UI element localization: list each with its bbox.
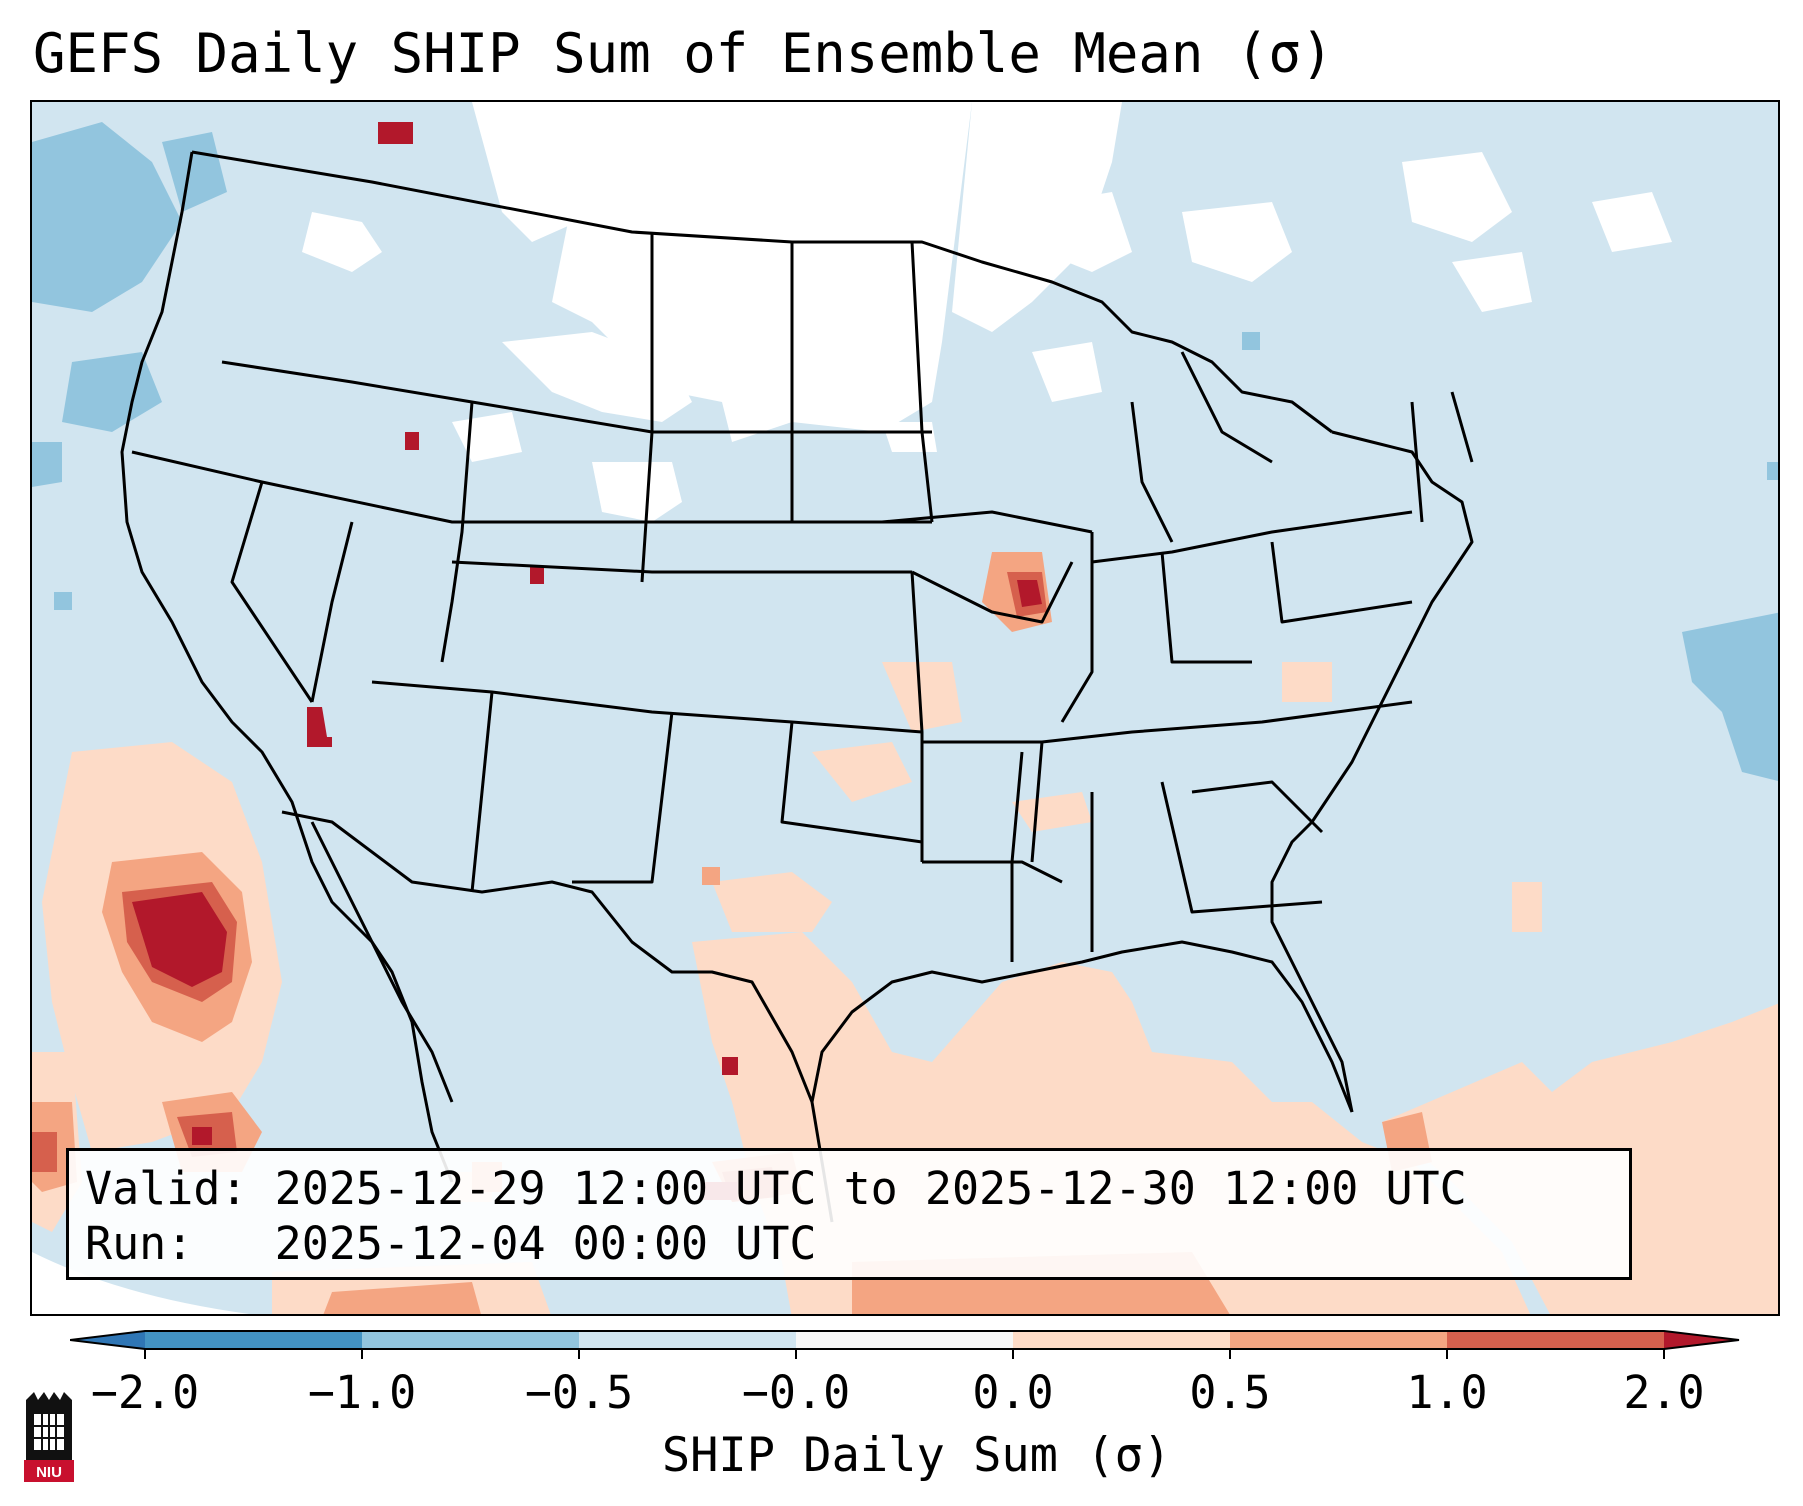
colorbar-bin [579, 1331, 796, 1349]
colorbar-bin [1013, 1331, 1230, 1349]
boundary-lines [120, 150, 1474, 1223]
colorbar-bin [70, 1331, 145, 1349]
colorbar-bin [1447, 1331, 1664, 1349]
colorbar-tick-label: −1.0 [307, 1366, 417, 1419]
colorbar-bin [796, 1331, 1013, 1349]
colorbar-tick-label: 0.0 [972, 1366, 1054, 1419]
niu-logo-text: NIU [36, 1464, 62, 1481]
run-label: Run: [85, 1217, 194, 1270]
map-frame [30, 100, 1780, 1316]
colorbar-bin [362, 1331, 579, 1349]
colorbar [70, 1330, 1740, 1359]
moderate-negative-region [32, 122, 1778, 1314]
colorbar-tick-label: −2.0 [90, 1366, 200, 1419]
near-zero-region [302, 102, 1672, 522]
colorbar-tick-label: 1.0 [1406, 1366, 1488, 1419]
map-title: GEFS Daily SHIP Sum of Ensemble Mean (σ) [33, 22, 1334, 85]
projection-edge-left [32, 1252, 250, 1314]
colorbar-tick-label: −0.0 [741, 1366, 851, 1419]
map-canvas [32, 102, 1778, 1314]
niu-logo: NIU [24, 1392, 74, 1482]
valid-value: 2025-12-29 12:00 UTC to 2025-12-30 12:00… [274, 1162, 1467, 1215]
info-box: Valid: 2025-12-29 12:00 UTC to 2025-12-3… [66, 1148, 1632, 1280]
colorbar-tick-label: 2.0 [1623, 1366, 1705, 1419]
colorbar-bin [1230, 1331, 1447, 1349]
colorbar-bin [1664, 1331, 1739, 1349]
colorbar-label: SHIP Daily Sum (σ) [661, 1428, 1172, 1483]
colorbar-tick-label: −0.5 [524, 1366, 634, 1419]
colorbar-tick-label: 0.5 [1189, 1366, 1271, 1419]
run-value: 2025-12-04 00:00 UTC [274, 1217, 817, 1270]
valid-label: Valid: [85, 1162, 248, 1215]
colorbar-bin [145, 1331, 362, 1349]
